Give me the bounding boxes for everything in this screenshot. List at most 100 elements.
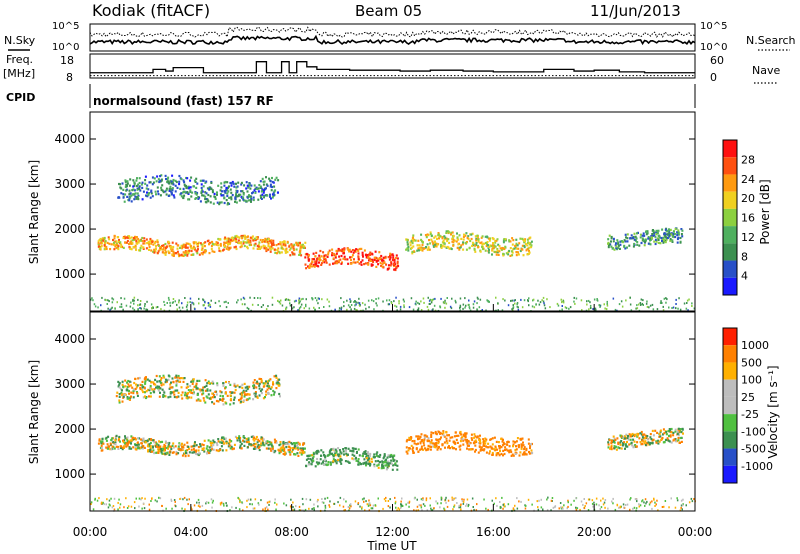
heatmap-cell <box>307 254 310 257</box>
heatmap-cell <box>462 303 465 306</box>
heatmap-cell <box>475 239 478 242</box>
heatmap-cell <box>446 297 448 299</box>
heatmap-cell <box>156 380 159 383</box>
heatmap-cell <box>646 435 649 438</box>
heatmap-cell <box>207 193 210 197</box>
heatmap-cell <box>258 445 261 448</box>
heatmap-cell <box>415 447 418 450</box>
heatmap-cell <box>100 241 103 244</box>
heatmap-cell <box>310 463 313 466</box>
heatmap-cell <box>172 250 175 253</box>
heatmap-cell <box>255 186 258 189</box>
heatmap-cell <box>619 434 622 437</box>
heatmap-cell <box>160 186 163 189</box>
heatmap-cell <box>122 246 125 249</box>
heatmap-cell <box>172 380 175 383</box>
heatmap-cell <box>223 181 226 184</box>
heatmap-cell <box>358 262 361 265</box>
heatmap-cell <box>668 506 670 509</box>
heatmap-cell <box>279 302 282 305</box>
heatmap-cell <box>355 303 357 306</box>
heatmap-cell <box>529 236 532 239</box>
heatmap-cell <box>252 435 255 438</box>
heatmap-cell <box>395 296 397 299</box>
heatmap-cell <box>195 193 198 196</box>
heatmap-cell <box>361 259 364 262</box>
heatmap-cell <box>622 436 625 439</box>
heatmap-cell <box>114 443 117 446</box>
heatmap-cell <box>384 255 387 258</box>
heatmap-cell <box>228 237 231 240</box>
heatmap-cell <box>256 187 259 191</box>
heatmap-cell <box>205 501 208 504</box>
heatmap-cell <box>477 237 479 240</box>
heatmap-cell <box>373 258 376 261</box>
heatmap-cell <box>668 306 670 309</box>
heatmap-cell <box>186 441 189 444</box>
heatmap-cell <box>253 393 256 396</box>
heatmap-cell <box>611 500 613 503</box>
heatmap-cell <box>649 441 652 445</box>
heatmap-cell <box>250 196 253 199</box>
heatmap-cell <box>661 436 664 440</box>
heatmap-cell <box>198 297 200 300</box>
heatmap-cell <box>679 428 682 431</box>
heatmap-cell <box>211 501 214 504</box>
heatmap-cell <box>142 396 145 399</box>
heatmap-cell <box>128 246 131 249</box>
heatmap-cell <box>195 453 198 456</box>
heatmap-cell <box>427 437 430 440</box>
heatmap-cell <box>223 442 226 445</box>
heatmap-cell <box>618 247 621 250</box>
heatmap-cell <box>489 450 491 453</box>
heatmap-cell <box>493 448 496 451</box>
heatmap-cell <box>168 189 171 192</box>
heatmap-cell <box>171 189 174 192</box>
heatmap-cell <box>352 261 355 264</box>
heatmap-cell <box>647 237 650 240</box>
heatmap-cell <box>680 440 683 443</box>
heatmap-cell <box>397 265 400 268</box>
heatmap-cell <box>170 182 173 185</box>
heatmap-cell <box>633 242 636 246</box>
heatmap-cell <box>669 429 671 432</box>
heatmap-cell <box>147 449 150 452</box>
heatmap-cell <box>328 305 331 308</box>
heatmap-cell <box>227 239 230 242</box>
heatmap-cell <box>636 307 639 310</box>
heatmap-cell <box>90 503 92 505</box>
heatmap-cell <box>337 453 339 456</box>
heatmap-cell <box>296 446 299 449</box>
heatmap-cell <box>296 452 299 455</box>
heatmap-cell <box>477 240 480 243</box>
heatmap-cell <box>115 434 118 437</box>
heatmap-cell <box>135 197 138 200</box>
heatmap-cell <box>257 187 260 190</box>
heatmap-cell <box>160 381 162 384</box>
heatmap-cell <box>201 253 204 256</box>
heatmap-cell <box>444 236 447 239</box>
heatmap-cell <box>380 460 383 464</box>
heatmap-cell <box>656 431 659 434</box>
heatmap-cell <box>236 301 238 304</box>
heatmap-cell <box>132 179 135 182</box>
heatmap-cell <box>214 301 217 304</box>
heatmap-cell <box>180 192 183 195</box>
heatmap-cell <box>265 248 268 251</box>
heatmap-cell <box>304 447 306 450</box>
heatmap-cell <box>226 245 229 248</box>
heatmap-cell <box>177 374 180 378</box>
heatmap-cell <box>207 380 210 383</box>
heatmap-cell <box>629 508 631 511</box>
heatmap-cell <box>446 442 449 445</box>
heatmap-cell <box>632 245 635 248</box>
heatmap-cell <box>278 392 281 396</box>
heatmap-cell <box>141 181 144 184</box>
heatmap-cell <box>452 508 454 511</box>
heatmap-cell <box>223 237 226 240</box>
heatmap-cell <box>518 242 521 245</box>
heatmap-cell <box>226 194 229 198</box>
heatmap-cell <box>356 309 358 312</box>
heatmap-cell <box>421 499 424 501</box>
heatmap-cell <box>254 395 257 398</box>
